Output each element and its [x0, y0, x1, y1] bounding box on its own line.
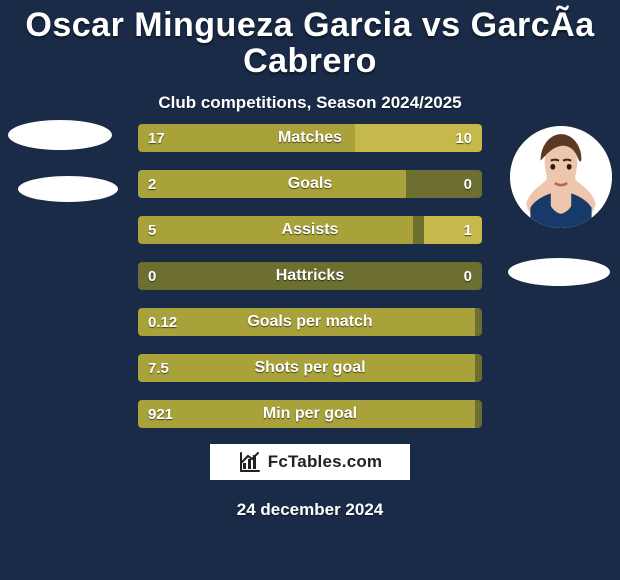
player-left-club-placeholder [18, 176, 118, 202]
brand-text: FcTables.com [268, 452, 383, 472]
comparison-subtitle: Club competitions, Season 2024/2025 [0, 93, 620, 113]
stat-row: 0.12Goals per match [138, 308, 482, 336]
snapshot-date: 24 december 2024 [0, 500, 620, 520]
player-right-avatar-illustration [510, 126, 612, 228]
comparison-title: Oscar Mingueza Garcia vs GarcÃ­a Cabrero [0, 0, 620, 79]
stat-row: 51Assists [138, 216, 482, 244]
brand-badge: FcTables.com [210, 444, 410, 480]
player-right-avatar [510, 126, 612, 228]
stat-row: 00Hattricks [138, 262, 482, 290]
stat-bar-left [138, 400, 475, 428]
stat-bar-right [424, 216, 482, 244]
stat-bars: 1710Matches 20Goals 51Assists 00Hattricks 0.… [138, 124, 482, 446]
stat-row: 1710Matches [138, 124, 482, 152]
stat-bar-bg [138, 262, 482, 290]
stat-bar-right [355, 124, 482, 152]
brand-chart-icon [238, 450, 262, 474]
stat-row: 7.5Shots per goal [138, 354, 482, 382]
stat-row: 921Min per goal [138, 400, 482, 428]
stat-row: 20Goals [138, 170, 482, 198]
stat-bar-left [138, 170, 406, 198]
stat-bar-left [138, 354, 475, 382]
stat-bar-left [138, 308, 475, 336]
stat-bar-left [138, 216, 413, 244]
player-left-avatar-placeholder [8, 120, 112, 150]
stat-bar-left [138, 124, 355, 152]
player-right-club-placeholder [508, 258, 610, 286]
